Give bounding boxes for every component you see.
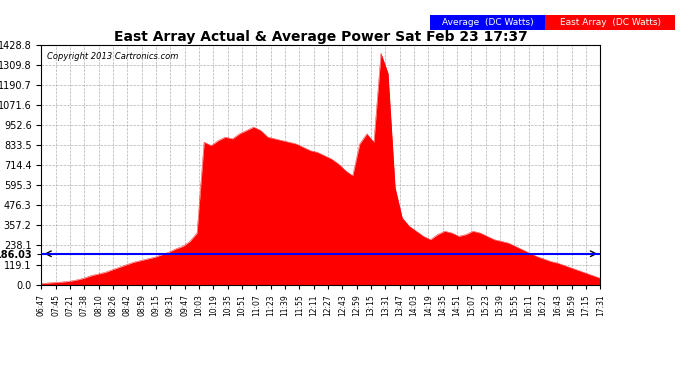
Text: Copyright 2013 Cartronics.com: Copyright 2013 Cartronics.com	[47, 52, 178, 61]
Text: East Array  (DC Watts): East Array (DC Watts)	[560, 18, 660, 27]
Text: Average  (DC Watts): Average (DC Watts)	[442, 18, 533, 27]
Bar	[430, 15, 545, 30]
Bar	[545, 15, 675, 30]
Title: East Array Actual & Average Power Sat Feb 23 17:37: East Array Actual & Average Power Sat Fe…	[114, 30, 528, 44]
